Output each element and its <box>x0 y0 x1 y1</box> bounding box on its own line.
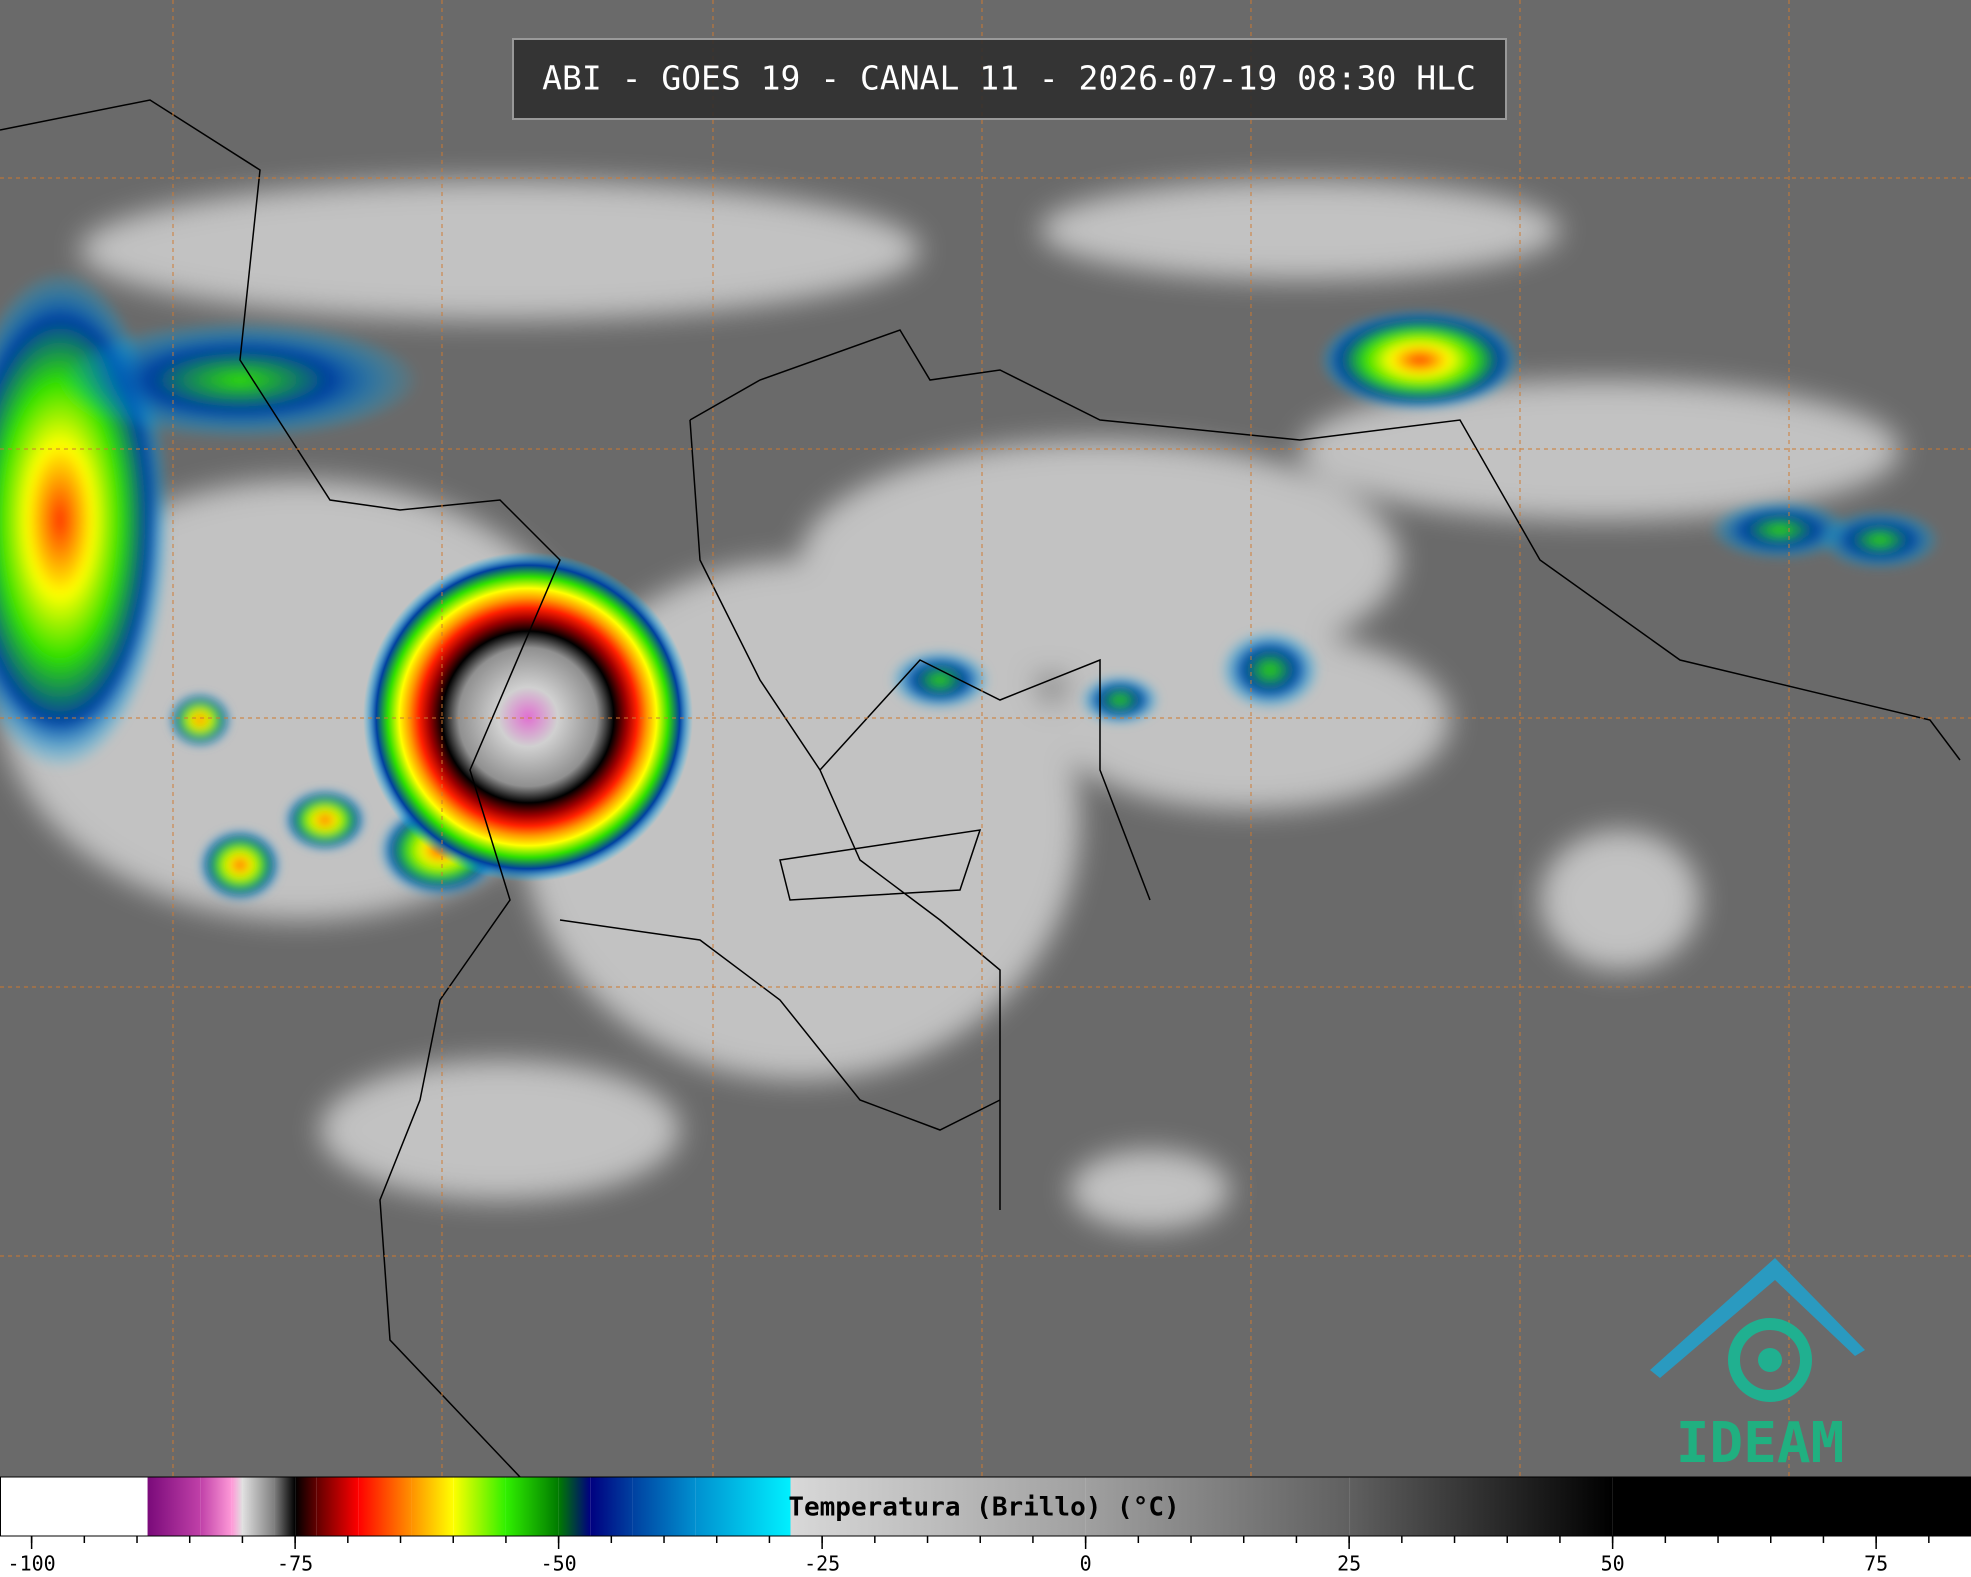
colorbar-segment <box>558 1477 591 1536</box>
title-background <box>512 38 1507 120</box>
colorbar-segment <box>695 1477 791 1536</box>
logo: IDEAM <box>1650 1258 1865 1476</box>
colorbar-label: Temperatura (Brillo) (°C) <box>788 1493 1179 1523</box>
colorbar: -100 -75 -50 -25 0 25 50 75 <box>0 1476 1971 1576</box>
colorbar-segment <box>411 1477 454 1536</box>
colorbar-segment <box>231 1477 243 1536</box>
colorbar-segment <box>1349 1477 1613 1536</box>
colorbar-segment <box>590 1477 633 1536</box>
logo-roof <box>1650 1258 1865 1378</box>
colorbar-segment <box>358 1477 412 1536</box>
colorbar-segment <box>274 1477 296 1536</box>
graticule <box>0 0 1971 1477</box>
logo-eye <box>1758 1348 1782 1372</box>
colorbar-segment <box>1612 1477 1971 1536</box>
colorbar-segment <box>295 1477 317 1536</box>
colorbar-tick-label: -50 <box>541 1552 577 1576</box>
colorbar-segment <box>1085 1477 1350 1536</box>
colorbar-segment <box>242 1477 275 1536</box>
logo-swirl <box>1728 1318 1812 1402</box>
title: ABI - GOES 19 - CANAL 11 - 2026-07-19 08… <box>542 59 1476 98</box>
colorbar-tick-label: 75 <box>1864 1552 1888 1576</box>
borders <box>0 99 1961 1478</box>
colorbar-tick-label: -100 <box>8 1552 56 1576</box>
title-box: ABI - GOES 19 - CANAL 11 - 2026-07-19 08… <box>512 38 1507 120</box>
colorbar-tick-label: 50 <box>1601 1552 1625 1576</box>
colorbar-segment <box>505 1477 559 1536</box>
storm <box>363 552 693 882</box>
colorbar-tick-label: 0 <box>1080 1552 1092 1576</box>
colorbar-segment <box>316 1477 359 1536</box>
colorbar-segment <box>200 1477 232 1536</box>
colorbar-tick-label: 25 <box>1337 1552 1361 1576</box>
map <box>0 0 1971 1478</box>
colorbar-segment <box>453 1477 506 1536</box>
colorbar-segment <box>790 1477 1086 1536</box>
colorbar-segment <box>0 1477 148 1536</box>
colorbar-segment <box>632 1477 696 1536</box>
logo-text: IDEAM <box>1676 1411 1845 1476</box>
colorbar-tick-label: -75 <box>277 1552 313 1576</box>
colorbar-tick-label: -25 <box>804 1552 840 1576</box>
colorbar-segment <box>147 1477 201 1536</box>
